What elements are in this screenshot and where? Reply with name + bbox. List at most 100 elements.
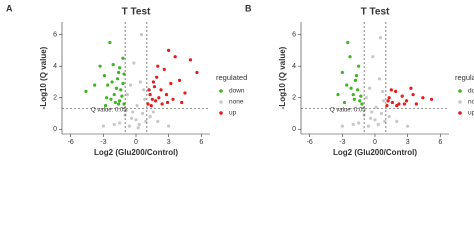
point [379, 111, 384, 116]
point [409, 86, 413, 90]
point [395, 119, 399, 123]
legend-swatch [219, 100, 223, 104]
annotation: Q value: 0.05 [330, 107, 366, 113]
point [143, 97, 147, 101]
point [378, 36, 383, 40]
y-tick-label: 0 [53, 126, 57, 133]
legend-swatch [219, 89, 223, 93]
point [354, 74, 359, 78]
legend-swatch [458, 89, 462, 93]
point [183, 91, 187, 95]
point [134, 118, 138, 122]
point [404, 99, 409, 103]
point [118, 66, 122, 70]
point [351, 122, 355, 127]
point [128, 83, 133, 87]
legend-label: down [468, 88, 474, 95]
point [105, 96, 109, 100]
legend-label: down [229, 88, 245, 95]
point [188, 58, 193, 62]
point [351, 92, 355, 97]
point [195, 70, 199, 75]
point [414, 102, 418, 106]
point [340, 124, 344, 128]
x-tick-label: -6 [68, 139, 74, 146]
y-tick-label: 4 [292, 63, 296, 70]
annotation: Q value: 0.05 [91, 107, 127, 113]
point [357, 121, 361, 125]
point [359, 94, 363, 98]
point [137, 122, 141, 127]
point [387, 96, 391, 100]
point [132, 61, 136, 65]
x-tick-label: 6 [199, 139, 203, 146]
point [160, 102, 164, 106]
point [177, 78, 182, 82]
point [121, 56, 125, 60]
legend-label: none [229, 99, 244, 106]
y-tick-label: 6 [292, 31, 296, 38]
point [395, 104, 399, 108]
x-tick-label: -6 [307, 139, 313, 146]
point [169, 81, 173, 86]
y-tick-label: 4 [53, 63, 57, 70]
legend-swatch [458, 100, 462, 104]
legend-swatch [458, 111, 462, 115]
x-tick-label: 6 [438, 139, 442, 146]
x-axis-label: Log2 (Glu200/Control) [333, 148, 417, 157]
x-tick-label: 3 [167, 139, 171, 146]
point [367, 86, 372, 90]
point [151, 110, 156, 114]
point [120, 94, 124, 98]
point [364, 96, 368, 100]
point [156, 119, 160, 123]
legend-label: none [468, 99, 474, 106]
x-axis-label: Log2 (Glu200/Control) [94, 148, 178, 157]
point [109, 97, 113, 101]
point [125, 92, 129, 97]
point [389, 88, 393, 92]
point [127, 124, 132, 128]
y-axis-label: -Log10 (Q value) [278, 46, 287, 109]
point [357, 64, 361, 68]
point [118, 121, 122, 125]
point [121, 81, 125, 86]
y-tick-label: 2 [292, 95, 296, 102]
point [162, 67, 166, 71]
point [114, 86, 119, 90]
point [371, 55, 375, 59]
point [376, 122, 380, 127]
point [149, 104, 153, 108]
point [101, 124, 105, 128]
point [369, 116, 373, 120]
point [106, 83, 110, 87]
point [346, 40, 350, 45]
legend-label: up [468, 110, 474, 117]
x-tick-label: 3 [406, 139, 410, 146]
point [155, 75, 159, 79]
point [180, 100, 184, 105]
y-tick-label: 2 [53, 95, 57, 102]
point [394, 89, 398, 94]
y-axis-label: -Log10 (Q value) [39, 46, 48, 109]
point [139, 33, 144, 37]
point [374, 105, 378, 109]
point [167, 48, 171, 52]
point [402, 102, 406, 106]
point [164, 92, 169, 97]
point [349, 86, 353, 90]
point [167, 124, 171, 128]
point [116, 70, 121, 75]
point [140, 111, 145, 116]
point [111, 62, 115, 67]
figure: A T Test Log2 (Glu200/Control) -Log10 (Q va… [6, 3, 474, 157]
point [112, 92, 116, 97]
point [411, 92, 415, 97]
point [159, 88, 163, 92]
point [387, 115, 391, 119]
legend-swatch [219, 111, 223, 115]
point [386, 99, 390, 103]
point [173, 55, 177, 59]
point [355, 88, 360, 92]
y-tick-label: 0 [292, 126, 296, 133]
